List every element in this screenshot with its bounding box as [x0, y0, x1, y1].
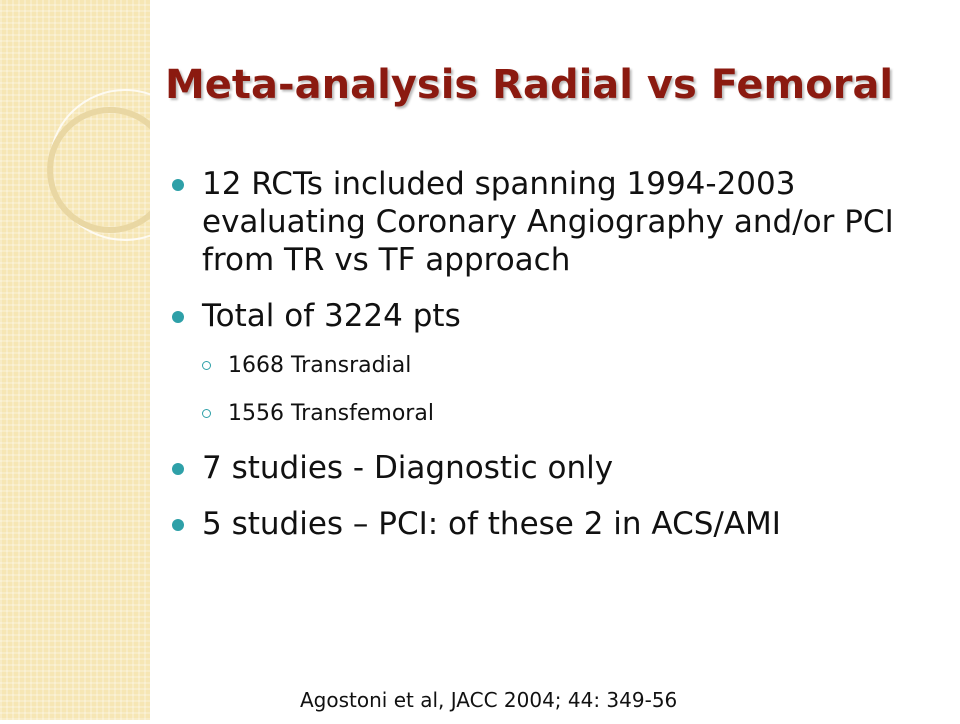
- bullet: 12 RCTs included spanning 1994-2003 eval…: [170, 165, 910, 279]
- citation: Agostoni et al, JACC 2004; 44: 349-56: [300, 688, 678, 712]
- bullet: Total of 3224 pts: [170, 297, 910, 335]
- bullet: 1668 Transradial: [170, 353, 910, 379]
- bullet: 1556 Transfemoral: [170, 401, 910, 427]
- bullet: 5 studies – PCI: of these 2 in ACS/AMI: [170, 505, 910, 543]
- bullet-list: 12 RCTs included spanning 1994-2003 eval…: [170, 165, 910, 561]
- decoration: [47, 89, 201, 241]
- side-panel: [0, 0, 201, 720]
- title: Meta-analysis Radial vs Femoral: [165, 62, 894, 108]
- bullet: 7 studies - Diagnostic only: [170, 449, 910, 487]
